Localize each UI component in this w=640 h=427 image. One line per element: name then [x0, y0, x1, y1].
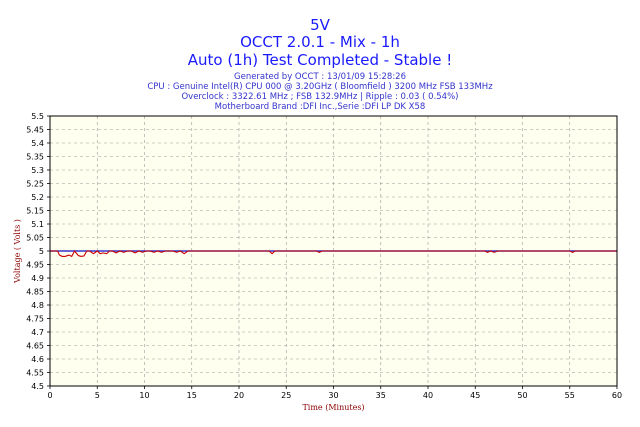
chart-title-line-1: 5V [310, 16, 330, 34]
y-tick-label: 5.35 [26, 153, 44, 162]
y-tick-label: 4.85 [26, 288, 44, 297]
y-tick-label: 4.8 [31, 301, 44, 310]
x-tick-label: 0 [47, 391, 52, 400]
x-tick-label: 10 [139, 391, 149, 400]
x-tick-label: 25 [281, 391, 291, 400]
voltage-line [50, 250, 617, 258]
y-tick-label: 5.3 [31, 166, 44, 175]
y-tick-label: 4.55 [26, 369, 44, 378]
cpu-info: CPU : Genuine Intel(R) CPU 000 @ 3.20GHz… [147, 82, 493, 92]
y-tick-label: 4.7 [31, 328, 44, 337]
y-axis-ticks: 4.5 4.55 4.6 4.65 4.7 4.75 4.8 4.85 4.9 4.95 5 5.05… [26, 112, 50, 391]
x-tick-label: 50 [517, 391, 527, 400]
x-tick-label: 45 [470, 391, 480, 400]
x-tick-label: 55 [565, 391, 575, 400]
x-axis-ticks: 0 5 10 15 20 25 30 35 40 45 50 55 60 [47, 386, 622, 400]
series-group [50, 250, 617, 258]
y-tick-label: 5.25 [26, 180, 44, 189]
y-tick-label: 5.5 [31, 112, 44, 121]
y-tick-label: 4.75 [26, 315, 44, 324]
motherboard-info: Motherboard Brand :DFI Inc.,Serie :DFI L… [214, 102, 426, 112]
y-tick-label: 5.1 [31, 220, 44, 229]
x-tick-label: 35 [376, 391, 386, 400]
y-tick-label: 4.6 [31, 355, 44, 364]
overclock-info: Overclock : 3322.61 MHz ; FSB 132.9MHz |… [181, 92, 459, 102]
x-tick-label: 20 [234, 391, 244, 400]
x-tick-label: 40 [423, 391, 433, 400]
y-tick-label: 4.9 [31, 274, 44, 283]
y-tick-label: 4.65 [26, 342, 44, 351]
y-axis-label: Voltage ( Volts ) [13, 219, 22, 284]
x-tick-label: 5 [95, 391, 100, 400]
x-tick-label: 30 [328, 391, 338, 400]
x-tick-label: 60 [612, 391, 622, 400]
y-tick-label: 5.15 [26, 207, 44, 216]
y-tick-label: 4.95 [26, 261, 44, 270]
y-tick-label: 4.5 [31, 382, 44, 391]
y-tick-label: 5.45 [26, 126, 44, 135]
y-tick-label: 5.05 [26, 234, 44, 243]
y-tick-label: 5.4 [31, 139, 44, 148]
y-tick-label: 5 [39, 247, 44, 256]
x-axis-label: Time (Minutes) [302, 403, 364, 412]
y-tick-label: 5.2 [31, 193, 44, 202]
chart-title-line-3: Auto (1h) Test Completed - Stable ! [187, 51, 453, 69]
chart-title-line-2: OCCT 2.0.1 - Mix - 1h [240, 33, 400, 51]
x-tick-label: 15 [187, 391, 197, 400]
generated-info: Generated by OCCT : 13/01/09 15:28:26 [234, 72, 406, 82]
